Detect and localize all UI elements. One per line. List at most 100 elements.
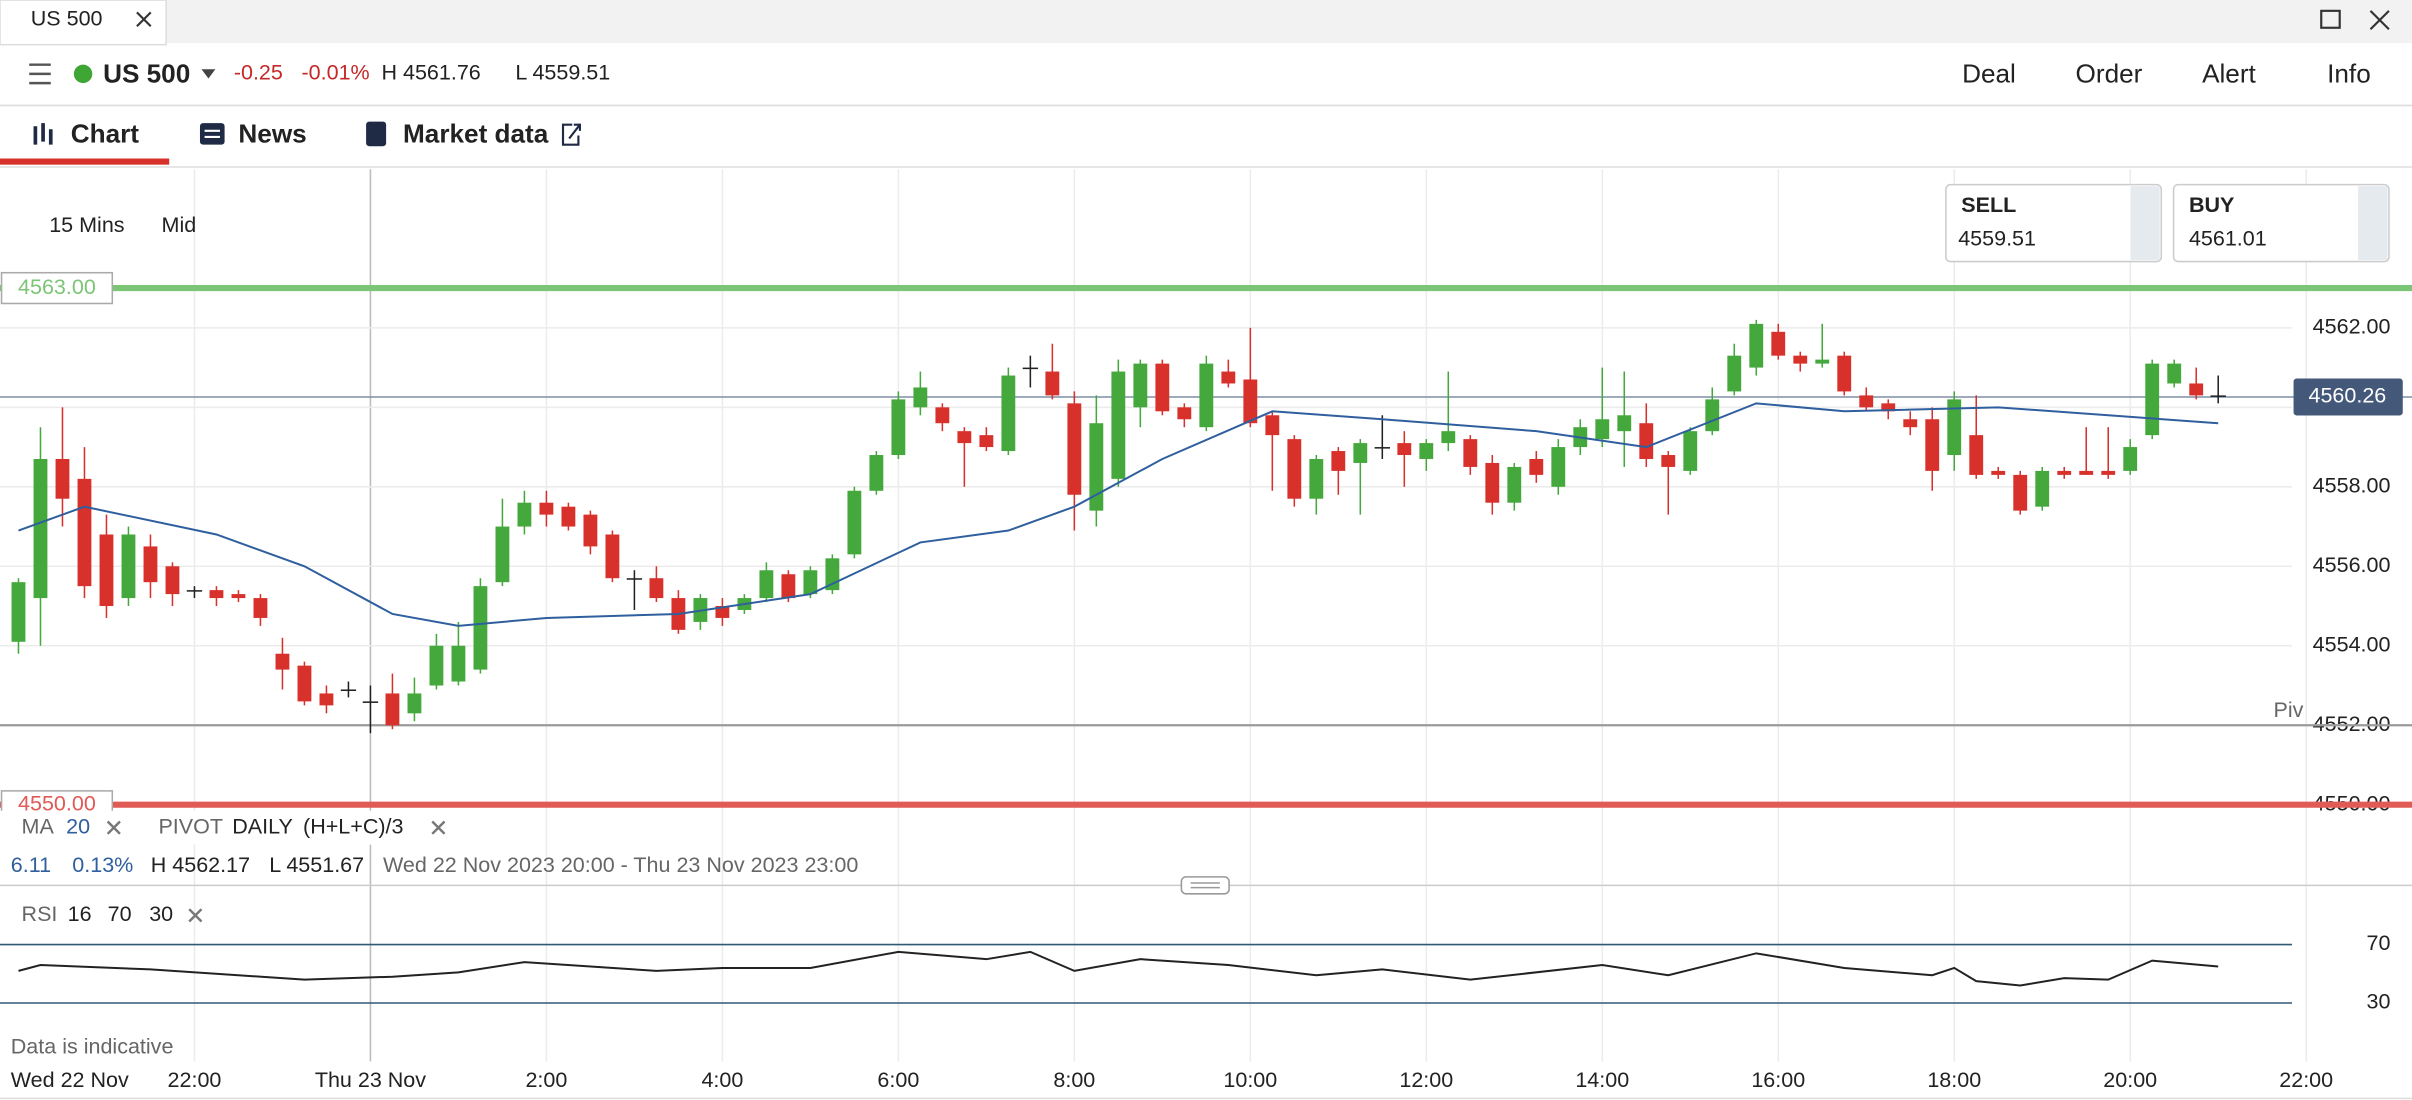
candle-body xyxy=(2057,470,2072,475)
market-status xyxy=(73,64,93,84)
chart-area: 22:00 Thu 23 Nov 2:00 4:00 6:00 8:00 10:00 12:0… xyxy=(0,169,2412,1092)
indicator-row-bg xyxy=(0,810,462,845)
candle-body xyxy=(715,606,730,618)
candle-body xyxy=(1001,375,1016,452)
candle-body xyxy=(2035,470,2050,507)
instrument-name[interactable]: US 500 xyxy=(103,58,190,88)
rsi-label: RSI xyxy=(22,902,58,926)
period-change: 6.11 xyxy=(11,853,51,877)
price-type-selector[interactable]: Mid xyxy=(162,213,197,237)
disclaimer: Data is indicative xyxy=(11,1034,174,1058)
candle-body xyxy=(626,578,643,580)
interval-selector[interactable]: 15 Mins xyxy=(49,213,124,237)
candle-body xyxy=(957,431,972,444)
candle-body xyxy=(869,455,884,491)
moving-average-line xyxy=(18,402,2219,627)
candle-body xyxy=(1419,443,1434,459)
market-data-tab[interactable]: Market data xyxy=(403,118,549,148)
instrument-dropdown[interactable] xyxy=(201,69,216,79)
y-tick-label: 4562.00 xyxy=(2313,315,2391,339)
change: -0.25 xyxy=(234,61,283,85)
candle-body xyxy=(1463,439,1478,467)
order-button[interactable]: Order xyxy=(2076,58,2143,88)
close-window-icon[interactable] xyxy=(2369,10,2390,31)
pane-resize-handle[interactable] xyxy=(1180,876,1230,895)
candle-body xyxy=(186,590,203,592)
remove-ma[interactable] xyxy=(106,820,121,835)
candle-body xyxy=(1199,363,1214,428)
candle-body xyxy=(495,526,510,583)
candle-body xyxy=(55,458,70,499)
x-tick-label: 14:00 xyxy=(1575,1068,1629,1092)
rsi-tick-label: 70 xyxy=(2367,931,2391,955)
candle-body xyxy=(1903,419,1918,428)
candle-body xyxy=(781,574,796,599)
day-high: H 4561.76 xyxy=(381,61,480,85)
sell-label: SELL xyxy=(1961,193,2016,217)
remove-rsi[interactable] xyxy=(188,908,203,923)
candle-body xyxy=(209,590,224,599)
chart-tab[interactable]: Chart xyxy=(71,118,140,148)
maximize-icon[interactable] xyxy=(2320,9,2341,29)
candle-body xyxy=(561,506,576,527)
candle-body xyxy=(473,586,488,670)
deal-button[interactable]: Deal xyxy=(1962,58,2016,88)
candle-body xyxy=(1045,371,1060,396)
candle-body xyxy=(1243,379,1258,424)
window-tab[interactable] xyxy=(0,0,167,46)
candle-body xyxy=(1265,415,1280,436)
active-tab-indicator xyxy=(0,158,170,165)
candle-body xyxy=(1749,323,1764,368)
x-tick-label: 16:00 xyxy=(1751,1068,1805,1092)
candle-body xyxy=(340,689,357,692)
close-tab-icon[interactable] xyxy=(136,11,152,27)
x-tick-label: 22:00 xyxy=(168,1068,222,1092)
alert-button[interactable]: Alert xyxy=(2202,58,2256,88)
x-tick-label: 6:00 xyxy=(877,1068,919,1092)
buy-button[interactable] xyxy=(2172,183,2390,263)
external-link-icon xyxy=(561,123,582,146)
candle-body xyxy=(1221,371,1236,384)
pivot-formula: (H+L+C)/3 xyxy=(303,814,403,838)
candle-body xyxy=(2123,447,2138,471)
candle-body xyxy=(407,693,422,714)
y-tick-label: 4554.00 xyxy=(2313,632,2391,656)
candle-body xyxy=(429,645,444,686)
candle-body xyxy=(1947,399,1962,456)
candle-body xyxy=(979,435,994,448)
x-tick-label: 2:00 xyxy=(525,1068,567,1092)
candle-body xyxy=(1353,443,1368,463)
candle-body xyxy=(99,534,114,607)
sell-button[interactable] xyxy=(1945,183,2163,263)
news-tab[interactable]: News xyxy=(238,118,306,148)
candle-body xyxy=(2167,363,2182,384)
buy-button-edge xyxy=(2358,186,2388,261)
info-button[interactable]: Info xyxy=(2327,58,2371,88)
candle-body xyxy=(1837,355,1852,392)
candle-body xyxy=(649,578,664,599)
rsi-param: 70 xyxy=(108,902,132,926)
remove-pivot[interactable] xyxy=(431,820,446,835)
market-data-icon xyxy=(366,121,387,147)
candle-body xyxy=(319,693,334,706)
candle-body xyxy=(1771,331,1786,356)
candle-body xyxy=(1133,363,1148,408)
candle-body xyxy=(253,598,268,618)
candle-body xyxy=(1969,435,1984,475)
candle-body xyxy=(451,645,466,682)
candle-body xyxy=(2013,474,2028,511)
candle-body xyxy=(1089,423,1104,511)
candle-body xyxy=(1177,407,1192,420)
candle-body xyxy=(1067,403,1082,495)
candle-body xyxy=(1287,439,1302,499)
menu-icon[interactable] xyxy=(29,63,51,85)
x-start-label: Wed 22 Nov xyxy=(11,1068,129,1092)
candle-body xyxy=(1111,371,1126,479)
candle-body xyxy=(77,478,92,587)
candle-body xyxy=(1331,451,1346,471)
current-price-box xyxy=(2293,378,2403,416)
candle-body xyxy=(1441,431,1456,444)
candle-body xyxy=(2145,363,2160,436)
